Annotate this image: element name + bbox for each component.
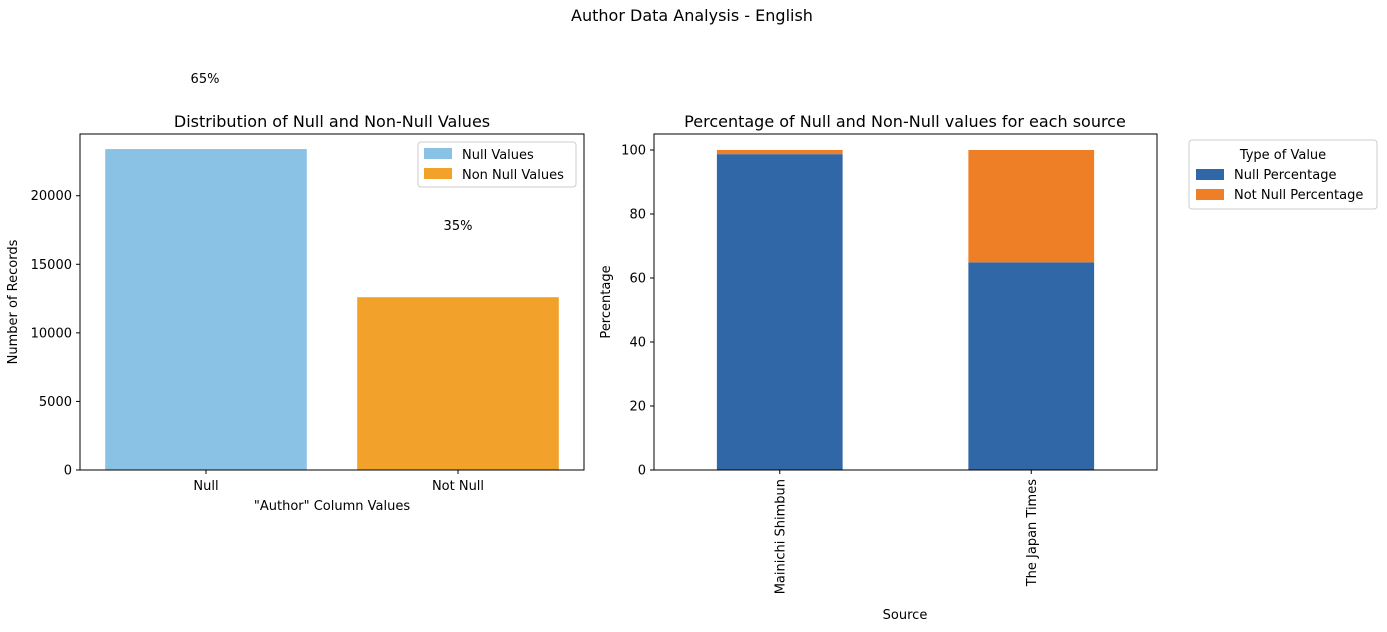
y-tick-label: 20 — [629, 400, 646, 415]
chart-2-x-axis: Mainichi Shimbun The Japan Times — [773, 470, 1040, 594]
bar-not-null — [357, 297, 559, 470]
chart-2-title: Percentage of Null and Non-Null values f… — [684, 112, 1126, 131]
bar-the-japan-times-not-null-percentage — [968, 150, 1095, 263]
y-tick-label: 15000 — [31, 258, 72, 273]
chart-2-x-label: Source — [883, 608, 928, 623]
chart-2-y-label: Percentage — [599, 265, 614, 338]
y-tick-label: 10000 — [31, 326, 72, 341]
figure-suptitle: Author Data Analysis - English — [571, 6, 813, 25]
chart-1-legend: Null Values Non Null Values — [417, 141, 577, 188]
chart-2-legend-swatch-not-null — [1196, 189, 1224, 200]
chart-2-plot-frame — [653, 133, 1158, 471]
bar-mainichi-shimbun-not-null-percentage — [716, 150, 843, 155]
chart-2-bars — [716, 150, 1095, 470]
chart-1-legend-box — [417, 141, 577, 188]
y-tick-label: 60 — [629, 272, 646, 287]
chart-1-legend-label-non-null: Non Null Values — [462, 168, 564, 183]
x-tick-label-mainichi-shimbun: Mainichi Shimbun — [773, 479, 788, 594]
chart-2-legend-swatch-null — [1196, 169, 1224, 180]
y-tick-label: 20000 — [31, 189, 72, 204]
chart-1-y-label: Number of Records — [6, 239, 21, 364]
chart-2-y-axis: 0 20 40 60 80 100 — [621, 144, 654, 479]
y-tick-label: 80 — [629, 208, 646, 223]
bar-null — [105, 149, 307, 471]
chart-1-title: Distribution of Null and Non-Null Values — [174, 112, 490, 131]
x-tick-label-the-japan-times: The Japan Times — [1025, 479, 1040, 588]
chart-1-legend-swatch-null — [424, 148, 452, 159]
chart-1-percent-label-not-null: 35% — [444, 219, 473, 234]
chart-2-legend-title: Type of Value — [1239, 148, 1326, 163]
chart-1-x-label: "Author" Column Values — [254, 499, 410, 514]
x-tick-label-null: Null — [193, 479, 218, 494]
chart-1-bars — [105, 149, 559, 471]
y-tick-label: 0 — [64, 464, 72, 479]
y-tick-label: 40 — [629, 336, 646, 351]
y-tick-label: 100 — [621, 144, 646, 159]
chart-2-legend-label-not-null: Not Null Percentage — [1234, 188, 1363, 203]
y-tick-label: 5000 — [39, 395, 72, 410]
bar-the-japan-times-null-percentage — [968, 262, 1095, 470]
chart-1-legend-swatch-non-null — [424, 168, 452, 179]
chart-2-legend-box — [1188, 139, 1378, 210]
chart-1: Distribution of Null and Non-Null Values… — [6, 72, 585, 514]
chart-2: Percentage of Null and Non-Null values f… — [599, 112, 1378, 623]
y-tick-label: 0 — [638, 464, 646, 479]
x-tick-label-not-null: Not Null — [432, 479, 484, 494]
chart-2-legend: Type of Value Null Percentage Not Null P… — [1188, 139, 1378, 210]
chart-1-percent-label-null: 65% — [191, 72, 220, 87]
bar-mainichi-shimbun-null-percentage — [716, 154, 843, 470]
chart-1-y-axis: 0 5000 10000 15000 20000 — [31, 189, 80, 479]
chart-1-legend-label-null: Null Values — [462, 148, 534, 163]
chart-1-plot-frame — [79, 133, 585, 471]
chart-2-legend-label-null: Null Percentage — [1234, 168, 1336, 183]
chart-1-x-axis: Null Not Null — [193, 470, 484, 494]
